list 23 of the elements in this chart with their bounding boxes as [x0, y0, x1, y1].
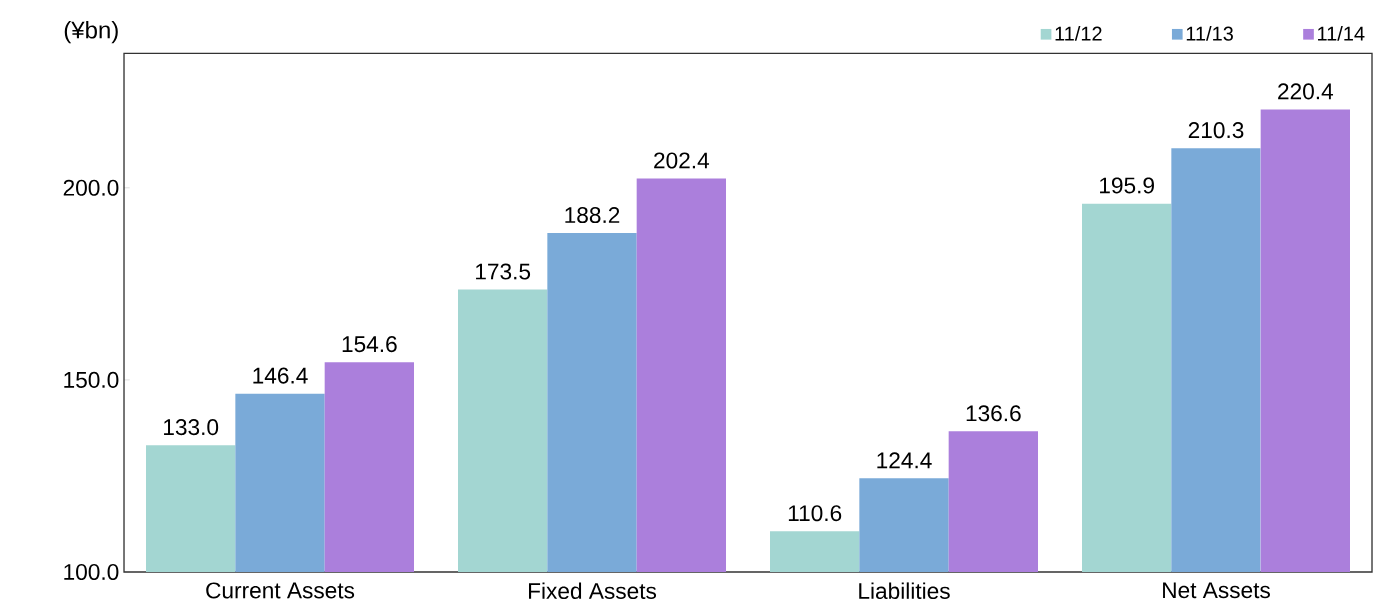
legend-label: 11/12 — [1055, 26, 1102, 41]
data-label: 136.6 — [966, 405, 1021, 422]
data-label: 202.4 — [654, 152, 710, 169]
y-tick-label: 150.0 — [64, 371, 119, 388]
y-tick-label: 200.0 — [63, 179, 119, 196]
data-label: 195.9 — [1100, 177, 1154, 194]
data-label: 173.5 — [476, 263, 531, 280]
y-tick-label: 100.0 — [64, 563, 119, 581]
x-tick-label: Current Assets — [206, 582, 355, 599]
x-tick-label: Liabilities — [859, 582, 950, 600]
data-label: 133.0 — [164, 419, 219, 436]
x-tick-label: Fixed Assets — [529, 582, 657, 600]
y-axis-title: (¥bn) — [64, 20, 118, 44]
data-label: 210.3 — [1188, 122, 1244, 139]
data-label: 110.6 — [788, 505, 842, 522]
legend-label: 11/13 — [1186, 26, 1233, 41]
data-label: 220.4 — [1278, 83, 1334, 100]
legend-label: 11/14 — [1318, 26, 1365, 41]
data-label: 154.6 — [342, 336, 397, 353]
data-label: 146.4 — [253, 367, 308, 384]
data-label: 188.2 — [565, 207, 620, 224]
data-label: 124.4 — [877, 452, 932, 469]
x-tick-label: Net Assets — [1163, 582, 1270, 599]
